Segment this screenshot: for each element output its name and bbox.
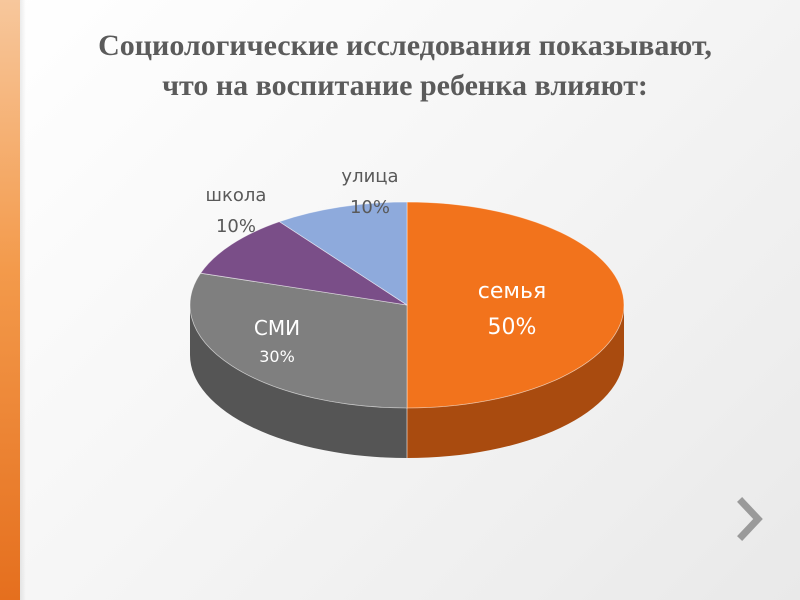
slice-label-1: СМИ <box>254 316 300 340</box>
slice-value-2: 10% <box>216 216 256 237</box>
left-accent-bar <box>0 0 20 600</box>
pie-sides <box>190 305 624 458</box>
pie-slice-3 <box>278 201 408 306</box>
pie-labels: семья 50% СМИ 30% школа 10% улица 10% <box>206 166 547 366</box>
slice-label-3: улица <box>341 166 398 187</box>
slice-label-2: школа <box>206 185 267 206</box>
slice-value-0: 50% <box>488 315 537 340</box>
slice-label-0: семья <box>478 279 546 304</box>
chevron-right-icon[interactable] <box>736 494 766 544</box>
slice-value-3: 10% <box>350 197 390 218</box>
pie-side-0 <box>407 305 624 458</box>
slice-value-1: 30% <box>259 347 295 366</box>
pie-tops <box>189 201 625 409</box>
slide-title: Социологические исследования показывают,… <box>30 26 780 106</box>
pie-slice-2 <box>199 221 408 306</box>
pie-side-1 <box>190 305 407 458</box>
pie-slice-1 <box>189 272 408 409</box>
title-line-1: Социологические исследования показывают, <box>98 29 712 62</box>
pie-slice-0 <box>406 201 625 409</box>
title-line-2: что на воспитание ребенка влияют: <box>162 69 648 102</box>
left-accent-shadow <box>20 0 26 600</box>
